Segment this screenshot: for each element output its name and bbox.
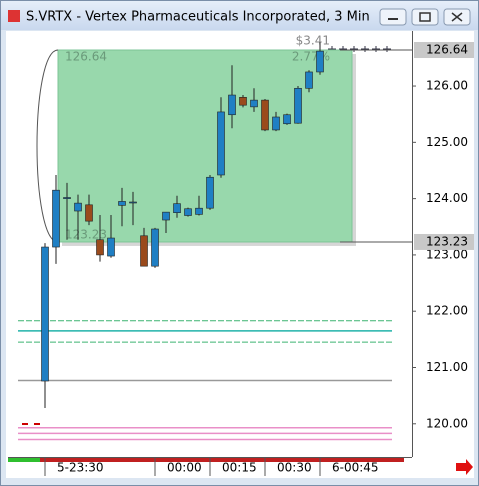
candle-body [305,71,313,89]
candle-body [41,246,49,382]
candle-body [228,94,236,116]
y-tick-label: 125.00 [426,135,468,149]
price-box [414,42,474,59]
candle-body [195,207,203,215]
y-tick-label: 126.00 [426,79,468,93]
box-bottom-label: 123.23 [65,227,107,241]
candle-body [184,208,192,216]
minimize-button[interactable] [379,8,407,26]
x-tick-label: 6-00:45 [332,461,379,475]
box-percent: 2.77% [292,50,330,64]
candle-body [107,237,115,257]
box-top-label: 126.64 [65,50,107,64]
candle-body [217,111,225,176]
candle-body [316,50,324,73]
icon [451,12,463,22]
candle-body [272,116,280,131]
candle-body [162,211,170,221]
x-tick-label: 00:15 [222,461,257,475]
scroll-arrow[interactable] [456,459,473,475]
x-tick-label: 00:30 [277,461,312,475]
x-tick-label: 00:00 [167,461,202,475]
candle-body [151,228,159,267]
candle-body [74,202,82,212]
window-title: S.VRTX - Vertex Pharmaceuticals Incorpor… [26,10,370,25]
session-strip [8,458,40,462]
box-change: $3.41 [296,34,330,48]
y-tick-label: 123.00 [426,247,468,261]
candle-body [250,99,258,108]
candle-body [261,99,269,131]
candle-body [52,189,60,248]
candle-body [118,201,126,206]
y-tick-label: 120.00 [426,416,468,430]
price-label: 126.64 [426,43,468,57]
candle-body [85,204,93,222]
range-box [57,49,353,243]
candle-body [294,87,302,124]
candle-body [140,235,148,267]
candle-body [96,239,104,256]
y-tick-label: 122.00 [426,304,468,318]
session-strip [40,458,404,462]
candle-body [206,176,214,209]
y-tick-label: 124.00 [426,191,468,205]
candle-body [283,114,291,125]
app-icon [8,10,20,22]
candle-body [239,96,247,106]
icon [419,12,431,22]
window-buttons[interactable] [379,8,471,26]
y-tick-label: 121.00 [426,360,468,374]
maximize-button[interactable] [411,8,439,26]
price-label: 123.23 [426,234,468,248]
price-box [414,233,474,250]
range-bracket [36,49,59,243]
pending-bars [328,46,391,52]
candle-body [129,201,137,204]
candle-body [63,197,71,199]
candle-body [173,203,181,213]
x-tick-label: 5-23:30 [57,461,104,475]
